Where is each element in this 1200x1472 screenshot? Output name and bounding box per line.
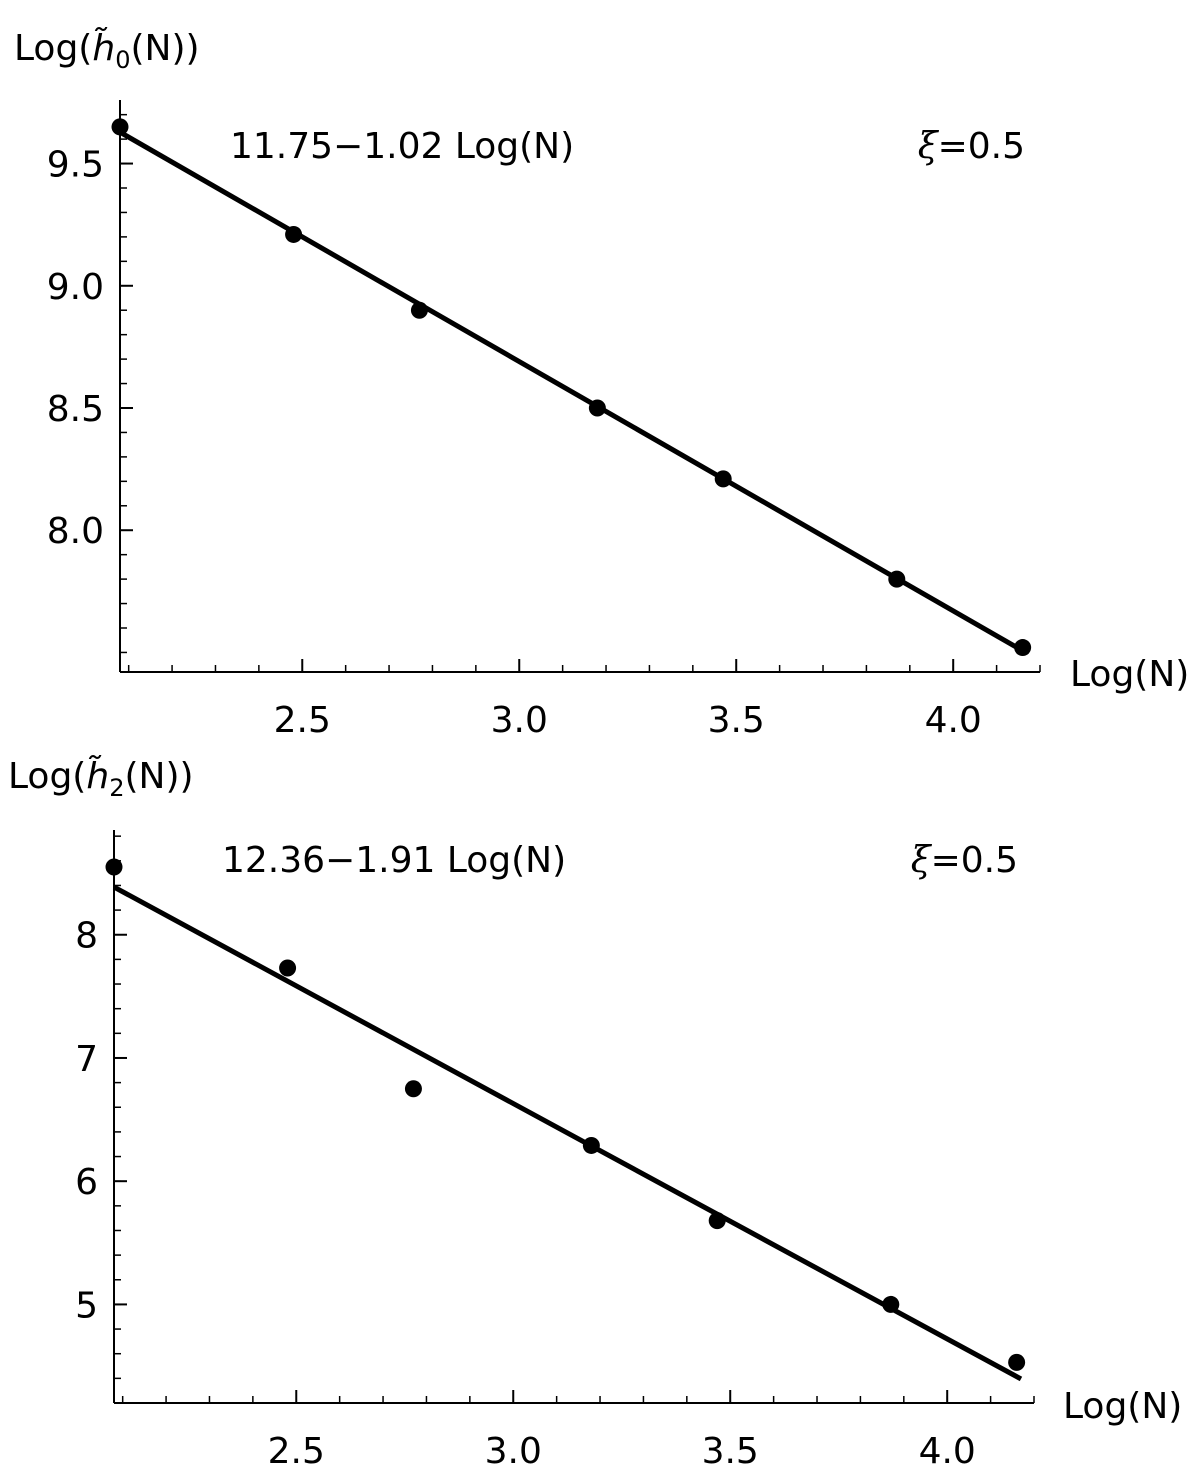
data-points bbox=[111, 118, 1032, 657]
x-axis-title: Log(N) bbox=[1063, 1386, 1182, 1427]
x-tick-label: 2.5 bbox=[274, 700, 331, 741]
data-point bbox=[882, 1295, 900, 1313]
x-axis-title: Log(N) bbox=[1070, 654, 1189, 695]
x-tick-labels: 2.5 3.0 3.5 4.0 bbox=[274, 700, 982, 741]
data-point bbox=[404, 1080, 422, 1098]
data-point bbox=[410, 301, 428, 319]
minor-ticks bbox=[114, 835, 1035, 1404]
data-point bbox=[279, 959, 297, 977]
fit-line bbox=[112, 884, 1023, 1382]
data-point bbox=[1008, 1353, 1026, 1371]
x-tick-label: 4.0 bbox=[919, 1431, 976, 1467]
x-tick-label: 3.0 bbox=[485, 1431, 542, 1467]
y-tick-label: 9.5 bbox=[47, 145, 104, 186]
y-tick-label: 9.0 bbox=[47, 267, 104, 308]
data-points bbox=[105, 858, 1026, 1371]
x-tick-label: 2.5 bbox=[268, 1431, 325, 1467]
major-ticks bbox=[120, 162, 955, 672]
fit-equation-label: 12.36−1.91 Log(N) bbox=[222, 840, 566, 881]
chart-panel-bottom: 2.5 3.0 3.5 4.0 5 6 7 8 Log(h̃2(N)) Log(… bbox=[8, 755, 1182, 1472]
xi-parameter-label: ξ=0.5 bbox=[911, 840, 1018, 881]
data-point bbox=[111, 118, 129, 136]
x-tick-label: 4.0 bbox=[925, 700, 982, 741]
data-point bbox=[285, 225, 303, 243]
y-axis-title: Log(h̃2(N)) bbox=[8, 755, 194, 802]
y-tick-labels: 5 6 7 8 bbox=[75, 916, 98, 1327]
x-tick-label: 3.5 bbox=[708, 700, 765, 741]
data-point bbox=[588, 399, 606, 417]
chart-panel-top: 2.5 3.0 3.5 4.0 8.0 8.5 9.0 9.5 Log(h̃0(… bbox=[14, 27, 1189, 741]
x-tick-label: 3.5 bbox=[702, 1431, 759, 1467]
y-axis-title: Log(h̃0(N)) bbox=[14, 27, 200, 74]
data-point bbox=[582, 1136, 600, 1154]
y-tick-label: 7 bbox=[75, 1039, 98, 1080]
y-tick-label: 6 bbox=[75, 1162, 98, 1203]
fit-equation-label: 11.75−1.02 Log(N) bbox=[230, 126, 574, 167]
fit-line bbox=[118, 130, 1029, 656]
data-point bbox=[708, 1212, 726, 1230]
y-tick-label: 8.0 bbox=[47, 511, 104, 552]
major-ticks bbox=[114, 933, 949, 1403]
data-point bbox=[1014, 639, 1032, 657]
xi-parameter-label: ξ=0.5 bbox=[918, 126, 1025, 167]
minor-ticks bbox=[120, 113, 1041, 672]
x-tick-label: 3.0 bbox=[491, 700, 548, 741]
y-tick-label: 8.5 bbox=[47, 389, 104, 430]
x-tick-labels: 2.5 3.0 3.5 4.0 bbox=[268, 1431, 976, 1472]
data-point bbox=[888, 570, 906, 588]
data-point bbox=[714, 470, 732, 488]
y-tick-label: 5 bbox=[75, 1285, 98, 1326]
y-tick-label: 8 bbox=[75, 916, 98, 957]
data-point bbox=[105, 858, 123, 876]
y-tick-labels: 8.0 8.5 9.0 9.5 bbox=[47, 145, 104, 553]
